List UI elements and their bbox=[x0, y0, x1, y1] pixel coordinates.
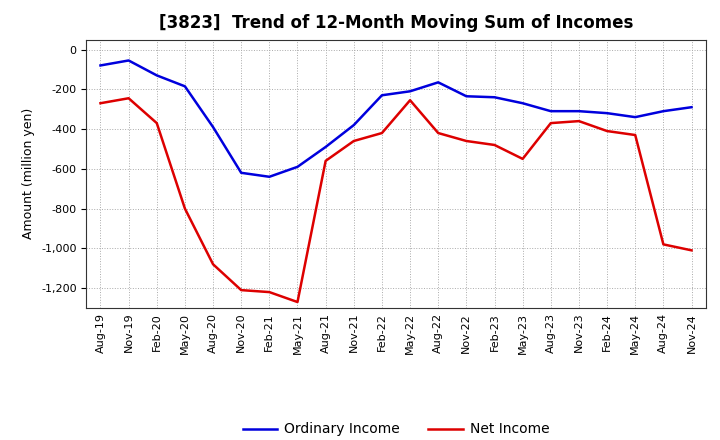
Ordinary Income bbox=[490, 95, 499, 100]
Net Income bbox=[462, 138, 471, 143]
Net Income bbox=[96, 101, 105, 106]
Ordinary Income bbox=[575, 109, 583, 114]
Net Income bbox=[603, 128, 611, 134]
Net Income bbox=[125, 95, 133, 101]
Net Income bbox=[237, 287, 246, 293]
Ordinary Income bbox=[462, 94, 471, 99]
Net Income bbox=[434, 130, 443, 136]
Net Income bbox=[490, 142, 499, 147]
Net Income bbox=[349, 138, 358, 143]
Ordinary Income bbox=[153, 73, 161, 78]
Net Income bbox=[659, 242, 667, 247]
Line: Net Income: Net Income bbox=[101, 98, 691, 302]
Ordinary Income bbox=[659, 109, 667, 114]
Net Income bbox=[687, 248, 696, 253]
Line: Ordinary Income: Ordinary Income bbox=[101, 60, 691, 177]
Ordinary Income bbox=[377, 93, 386, 98]
Ordinary Income bbox=[631, 114, 639, 120]
Net Income bbox=[321, 158, 330, 164]
Net Income bbox=[209, 262, 217, 267]
Ordinary Income bbox=[321, 144, 330, 150]
Net Income bbox=[153, 121, 161, 126]
Ordinary Income bbox=[518, 101, 527, 106]
Net Income bbox=[181, 206, 189, 211]
Title: [3823]  Trend of 12-Month Moving Sum of Incomes: [3823] Trend of 12-Month Moving Sum of I… bbox=[159, 15, 633, 33]
Ordinary Income bbox=[406, 88, 415, 94]
Ordinary Income bbox=[546, 109, 555, 114]
Ordinary Income bbox=[125, 58, 133, 63]
Net Income bbox=[265, 290, 274, 295]
Net Income bbox=[575, 118, 583, 124]
Net Income bbox=[293, 299, 302, 304]
Y-axis label: Amount (million yen): Amount (million yen) bbox=[22, 108, 35, 239]
Ordinary Income bbox=[603, 110, 611, 116]
Net Income bbox=[546, 121, 555, 126]
Legend: Ordinary Income, Net Income: Ordinary Income, Net Income bbox=[237, 417, 555, 440]
Ordinary Income bbox=[209, 125, 217, 130]
Ordinary Income bbox=[237, 170, 246, 176]
Ordinary Income bbox=[349, 122, 358, 128]
Net Income bbox=[406, 98, 415, 103]
Ordinary Income bbox=[434, 80, 443, 85]
Ordinary Income bbox=[687, 105, 696, 110]
Net Income bbox=[518, 156, 527, 161]
Net Income bbox=[377, 130, 386, 136]
Ordinary Income bbox=[181, 84, 189, 89]
Ordinary Income bbox=[265, 174, 274, 180]
Net Income bbox=[631, 132, 639, 138]
Ordinary Income bbox=[96, 63, 105, 68]
Ordinary Income bbox=[293, 164, 302, 169]
